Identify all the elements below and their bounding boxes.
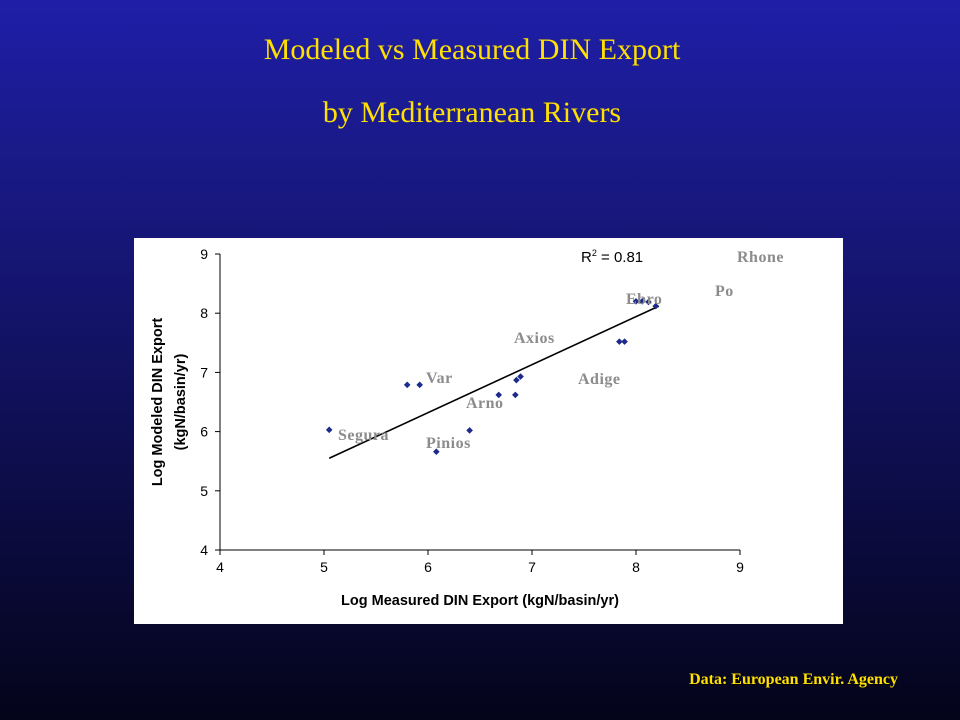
river-label-arno: Arno <box>466 395 504 412</box>
river-label-axios: Axios <box>514 330 555 347</box>
data-point <box>325 426 333 434</box>
y-axis-label-line1: Log Modeled DIN Export <box>150 318 166 487</box>
data-point <box>403 381 411 389</box>
slide-subtitle: by Mediterranean Rivers <box>322 96 622 129</box>
x-tick-label: 7 <box>528 559 536 575</box>
y-tick-label: 6 <box>200 424 208 440</box>
trendline <box>328 305 660 459</box>
river-label-var: Var <box>426 370 453 387</box>
y-tick-label: 8 <box>200 305 208 321</box>
data-point <box>616 338 623 345</box>
data-point <box>517 373 524 380</box>
r-squared-letter: R <box>581 249 592 266</box>
y-tick-label: 5 <box>200 483 208 499</box>
river-label-adige: Adige <box>578 371 621 388</box>
r-squared-sup: 2 <box>592 248 597 258</box>
chart-area: 4 5 6 7 8 9 4 5 6 7 8 9 Log Measured DIN Export (kg… <box>134 238 843 624</box>
x-tick-label: 9 <box>736 559 744 575</box>
data-point <box>645 298 652 306</box>
data-point <box>652 302 660 310</box>
data-point <box>512 391 519 399</box>
y-axis-label-line2: (kgN/basin/yr) <box>173 353 189 450</box>
y-tick-label: 9 <box>200 246 208 262</box>
data-point <box>621 338 628 345</box>
data-point <box>638 298 646 305</box>
source-credit: Data: European Envir. Agency <box>689 671 898 688</box>
ticks-layer: 4 5 6 7 8 9 4 5 6 7 8 9 <box>200 246 744 575</box>
x-tick-label: 5 <box>320 559 328 575</box>
river-label-ebro: Ebro <box>626 291 663 308</box>
y-tick-label: 4 <box>200 542 208 558</box>
data-point <box>466 427 473 434</box>
slide-title: Modeled vs Measured DIN Export <box>263 33 681 66</box>
data-point <box>495 391 503 399</box>
data-point <box>433 448 440 456</box>
river-label-rhone: Rhone <box>737 249 784 266</box>
r-squared-value: = 0.81 <box>597 249 643 266</box>
river-label-segura: Segura <box>338 427 389 444</box>
x-tick-label: 8 <box>632 559 640 575</box>
river-label-po: Po <box>715 283 734 300</box>
y-tick-label: 7 <box>200 364 208 380</box>
x-tick-label: 6 <box>424 559 432 575</box>
scatter-chart: 4 5 6 7 8 9 4 5 6 7 8 9 Log Measured DIN Export (kg… <box>150 246 744 609</box>
r-squared-label: R2 = 0.81 <box>581 248 643 266</box>
data-point <box>513 376 520 384</box>
x-axis-label: Log Measured DIN Export (kgN/basin/yr) <box>341 593 619 609</box>
river-label-pinios: Pinios <box>426 435 471 452</box>
x-tick-label: 4 <box>216 559 224 575</box>
data-point <box>416 381 423 389</box>
